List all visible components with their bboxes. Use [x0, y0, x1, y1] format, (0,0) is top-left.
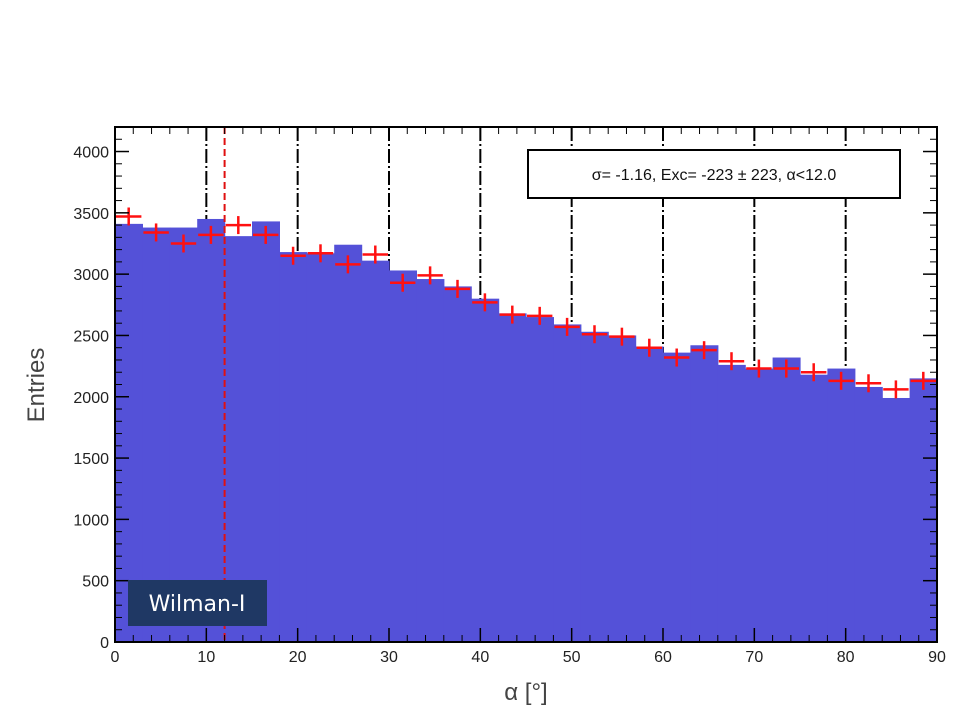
x-tick-label: 50 — [563, 649, 581, 666]
histogram-bar — [827, 368, 856, 642]
y-axis-title: Entries — [23, 348, 50, 423]
histogram-bar — [745, 368, 774, 642]
data-point — [116, 207, 142, 226]
data-point — [554, 317, 580, 336]
data-point — [417, 266, 443, 285]
histogram-bar — [882, 397, 911, 642]
histogram-bar — [197, 218, 226, 642]
badge-label: Wilman-I — [149, 592, 246, 617]
data-point — [746, 359, 772, 378]
data-point — [143, 223, 169, 242]
y-tick-label: 2000 — [73, 390, 109, 407]
data-point — [691, 341, 717, 360]
data-point — [444, 279, 471, 298]
histogram-bar — [553, 324, 582, 642]
histogram-bar — [717, 364, 746, 642]
histogram-bar — [690, 345, 719, 642]
data-point — [609, 327, 635, 346]
histogram-bar — [224, 236, 253, 642]
histogram-bar — [772, 357, 801, 642]
histogram-bar — [471, 298, 500, 642]
data-point — [170, 234, 197, 253]
histogram-bar — [800, 374, 828, 642]
y-tick-label: 0 — [100, 635, 109, 652]
histogram-bar — [526, 317, 554, 642]
data-point — [472, 293, 498, 312]
data-point — [390, 273, 416, 292]
x-tick-label: 30 — [380, 649, 398, 666]
histogram-bar — [608, 335, 637, 642]
histogram-bar — [635, 346, 664, 642]
x-tick-label: 80 — [837, 649, 855, 666]
data-point — [773, 359, 799, 378]
data-crosses — [116, 207, 936, 399]
data-point — [280, 246, 306, 265]
histogram-bar — [498, 313, 527, 642]
y-tick-label: 4000 — [73, 145, 109, 162]
data-point — [335, 255, 361, 274]
dataset-badge: Wilman-I — [128, 580, 267, 626]
data-point — [307, 244, 334, 263]
histogram-bar — [115, 223, 143, 642]
y-tick-label: 3500 — [73, 206, 109, 223]
x-tick-label: 40 — [471, 649, 489, 666]
histogram-bar — [909, 378, 938, 642]
data-point — [883, 380, 909, 399]
data-point — [801, 363, 827, 382]
histogram-bar — [854, 386, 883, 642]
data-point — [499, 305, 525, 324]
data-point — [664, 348, 690, 367]
data-point — [718, 352, 745, 371]
x-tick-label: 20 — [289, 649, 307, 666]
data-point — [828, 371, 854, 390]
x-tick-label: 90 — [928, 649, 946, 666]
x-axis-title: α [°] — [504, 679, 547, 706]
data-point — [225, 216, 251, 235]
x-tick-label: 70 — [745, 649, 763, 666]
histogram-bar — [663, 352, 691, 642]
histogram-bar — [334, 244, 363, 642]
data-point — [527, 306, 553, 325]
data-point — [636, 338, 662, 357]
histogram-bar — [389, 270, 417, 642]
histogram-bar — [252, 221, 280, 642]
stats-text: σ= -1.16, Exc= -223 ± 223, α<12.0 — [592, 167, 837, 184]
histogram-bar — [361, 260, 390, 642]
histogram-bar — [279, 252, 308, 643]
histogram-bar — [580, 331, 609, 642]
x-tick-label: 10 — [197, 649, 215, 666]
x-tick-label: 0 — [111, 649, 120, 666]
histogram-bar — [142, 227, 171, 643]
data-point — [855, 374, 882, 393]
histogram-bar — [169, 227, 198, 643]
y-tick-label: 2500 — [73, 328, 109, 345]
y-axis: 0 500 1000 1500 2000 2500 3000 3500 4000 — [73, 138, 937, 652]
histogram-bar — [443, 286, 472, 642]
data-point — [581, 325, 608, 344]
data-point — [198, 225, 224, 244]
y-tick-label: 1000 — [73, 512, 109, 529]
y-tick-label: 500 — [82, 574, 109, 591]
data-point — [362, 245, 388, 264]
histogram-bars — [115, 218, 938, 643]
x-axis: 0 10 20 30 40 50 60 70 80 90 — [111, 127, 946, 666]
histogram-bar — [306, 253, 335, 643]
data-point — [910, 371, 936, 390]
data-point — [253, 225, 279, 244]
y-tick-label: 3000 — [73, 267, 109, 284]
x-tick-label: 60 — [654, 649, 672, 666]
y-tick-label: 1500 — [73, 451, 109, 468]
stats-box: σ= -1.16, Exc= -223 ± 223, α<12.0 — [527, 149, 901, 199]
histogram-bar — [416, 279, 445, 642]
